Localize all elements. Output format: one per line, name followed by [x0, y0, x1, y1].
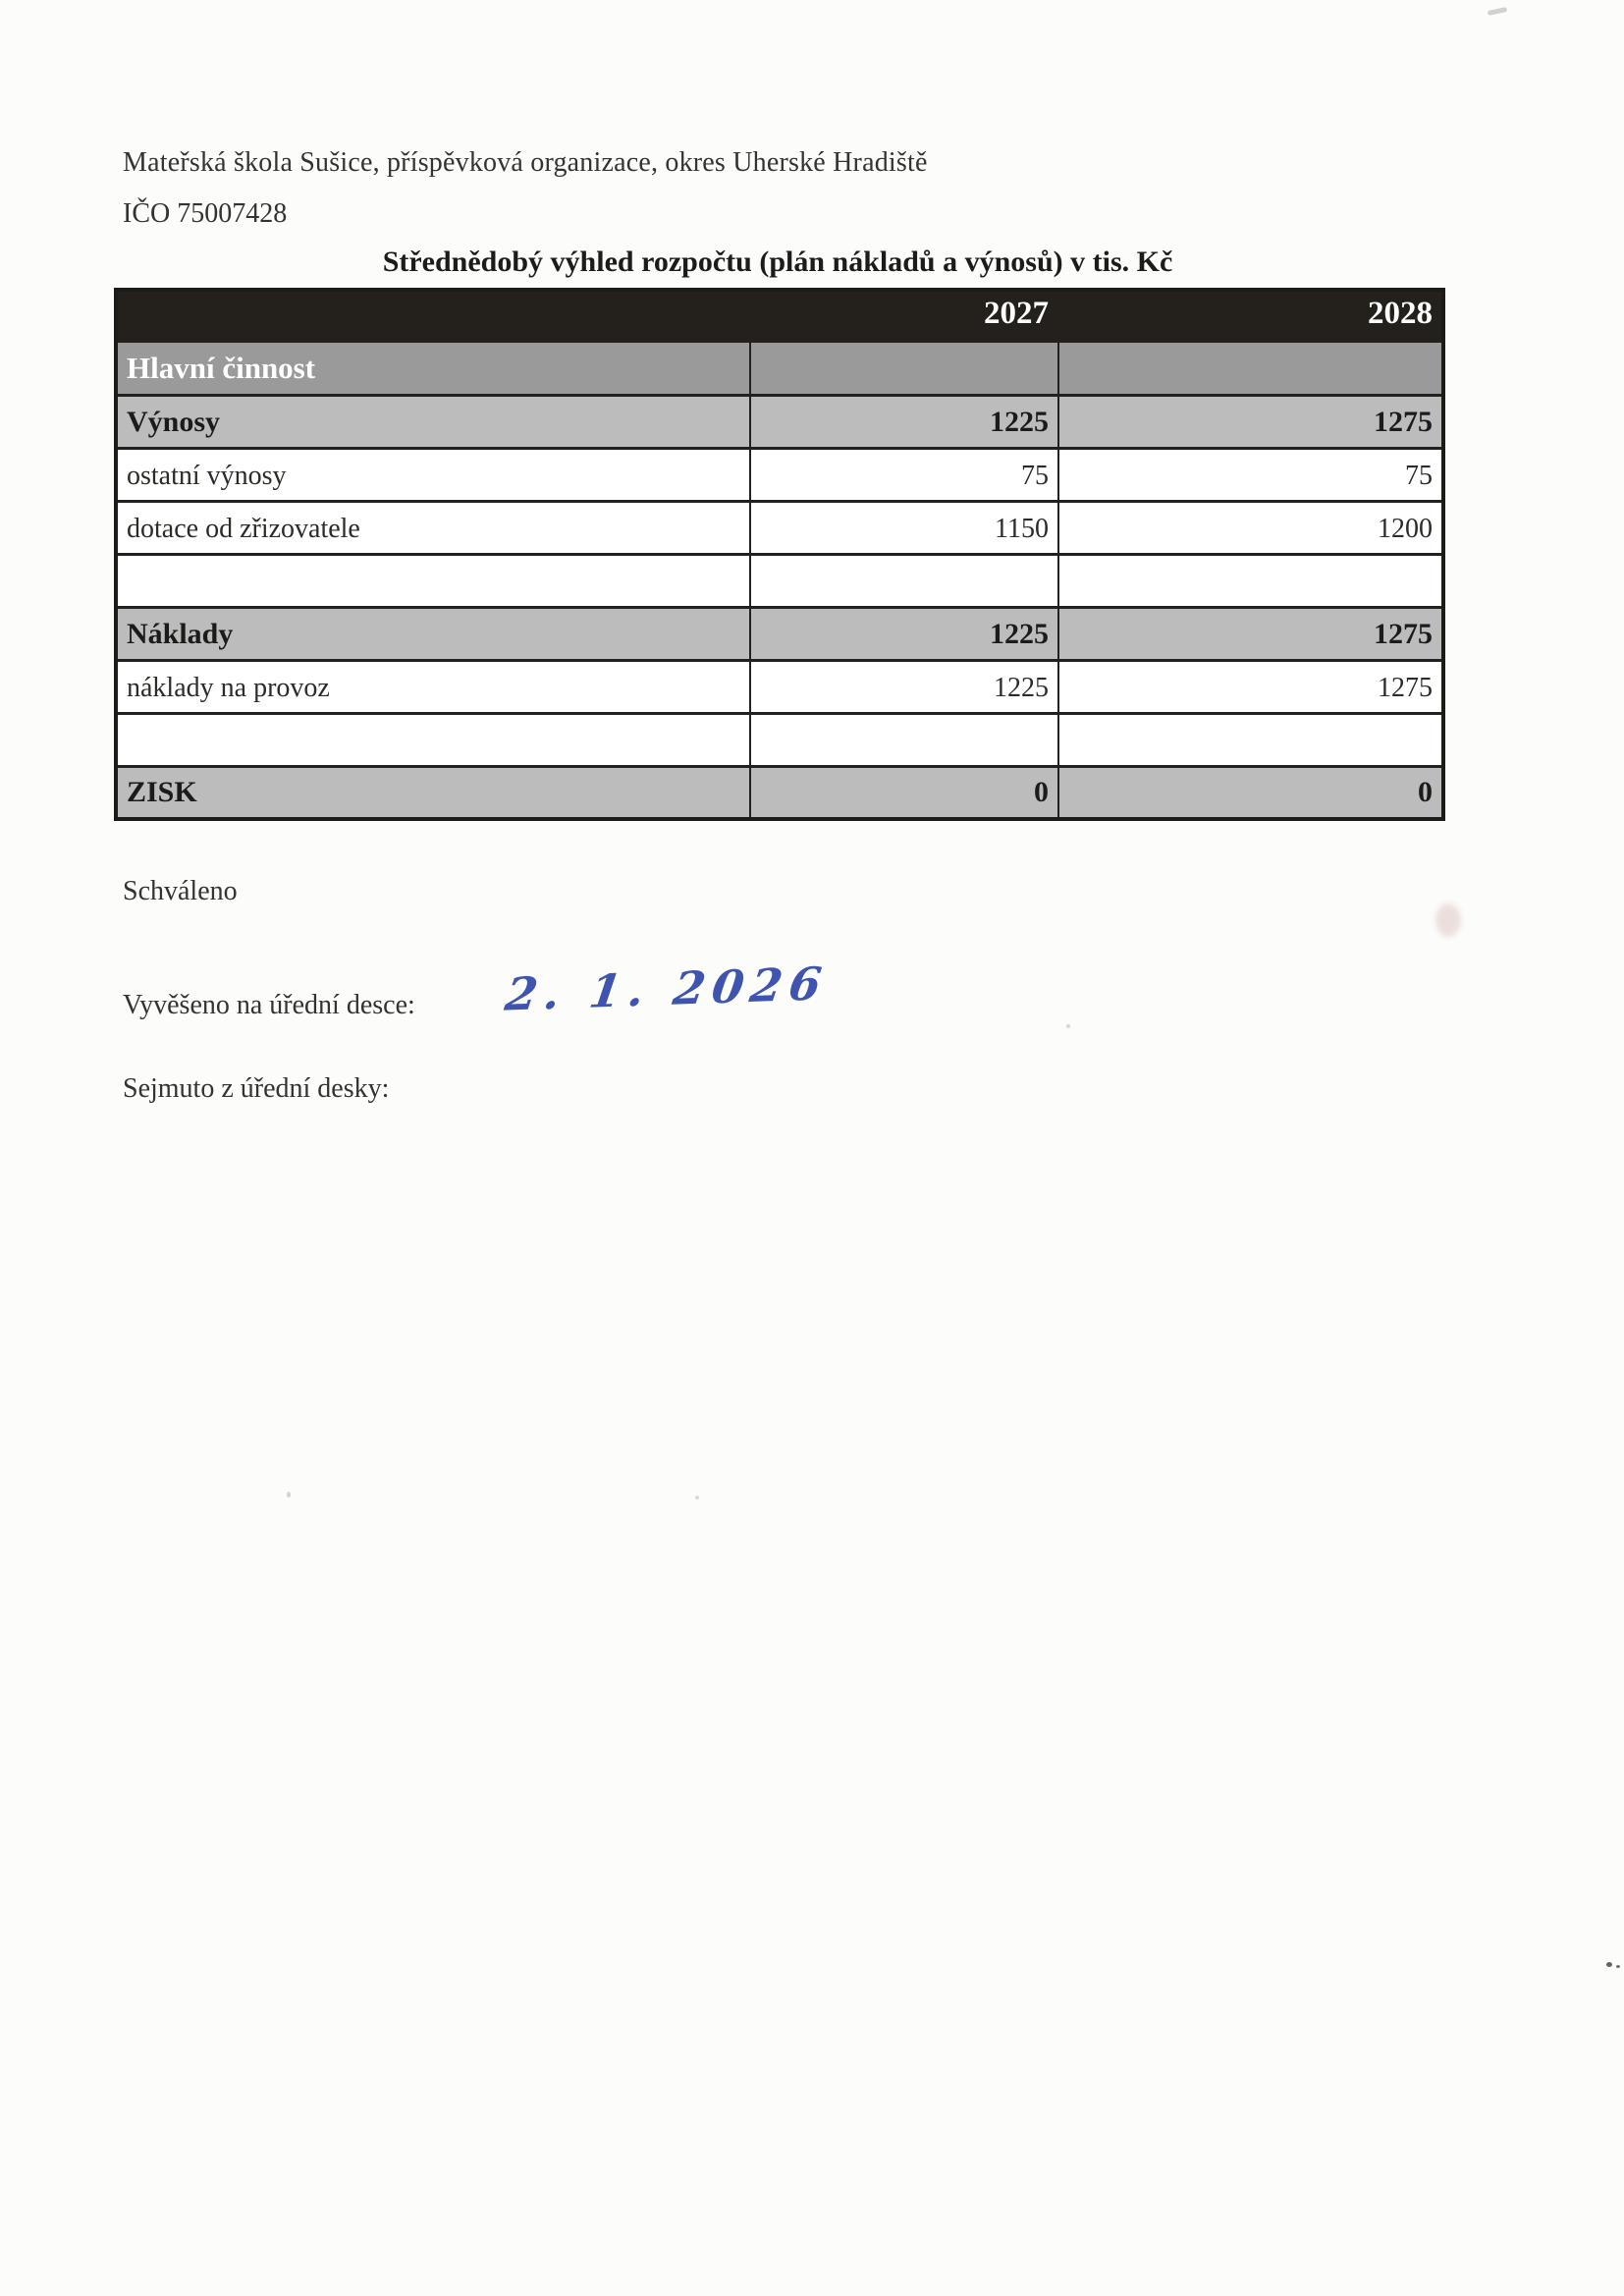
- scan-artifact: [1435, 903, 1461, 937]
- row-label: dotace od zřizovatele: [115, 499, 751, 556]
- ico-number: IČO 75007428: [123, 198, 288, 229]
- value-2027: [749, 339, 1059, 397]
- value-2027: [749, 711, 1059, 768]
- value-2027: 75: [749, 446, 1059, 503]
- value-2027: 1150: [749, 499, 1059, 556]
- table-row-spacer: [115, 552, 1444, 609]
- value-2028: 1275: [1057, 658, 1444, 715]
- table-row-spacer: [115, 711, 1444, 768]
- value-2028: [1057, 711, 1444, 768]
- scan-artifact: [1066, 1024, 1070, 1028]
- value-2027: 0: [749, 764, 1059, 821]
- row-label: Náklady: [115, 605, 751, 662]
- table-row-revenues: Výnosy 1225 1275: [115, 393, 1444, 450]
- budget-table: 2027 2028 Hlavní činnost Výnosy 1225 127…: [114, 288, 1445, 821]
- value-2028: 1200: [1057, 499, 1444, 556]
- value-2028: 0: [1057, 764, 1444, 821]
- value-2028: 75: [1057, 446, 1444, 503]
- year-2028-header: 2028: [1057, 288, 1444, 343]
- table-row-founder-subsidy: dotace od zřizovatele 1150 1200: [115, 499, 1444, 556]
- row-label: [115, 552, 751, 609]
- table-header-row: 2027 2028: [115, 288, 1444, 343]
- value-2028: 1275: [1057, 393, 1444, 450]
- value-2027: 1225: [749, 658, 1059, 715]
- page-title: Střednědobý výhled rozpočtu (plán náklad…: [382, 246, 1173, 278]
- row-label: [115, 711, 751, 768]
- handwritten-posted-date: 2. 1. 2026: [502, 957, 832, 1021]
- table-row-costs: Náklady 1225 1275: [115, 605, 1444, 662]
- value-2028: 1275: [1057, 605, 1444, 662]
- value-2027: [749, 552, 1059, 609]
- row-label: náklady na provoz: [115, 658, 751, 715]
- scan-artifact: [695, 1496, 699, 1500]
- table-row-other-revenues: ostatní výnosy 75 75: [115, 446, 1444, 503]
- row-label: Výnosy: [115, 393, 751, 450]
- year-2027-header: 2027: [749, 288, 1059, 343]
- row-label: ZISK: [115, 764, 751, 821]
- scan-artifact: [1606, 1962, 1612, 1967]
- removed-date-label: Sejmuto z úřední desky:: [123, 1073, 390, 1104]
- posted-date-label: Vyvěšeno na úřední desce:: [123, 990, 415, 1020]
- value-2028: [1057, 339, 1444, 397]
- header-empty-cell: [115, 288, 751, 343]
- value-2028: [1057, 552, 1444, 609]
- scan-artifact: [287, 1492, 291, 1498]
- table-row-main-activity: Hlavní činnost: [115, 339, 1444, 397]
- table-row-profit: ZISK 0 0: [115, 764, 1444, 821]
- table-row-operating-costs: náklady na provoz 1225 1275: [115, 658, 1444, 715]
- scan-artifact: [1487, 6, 1508, 17]
- organization-name: Mateřská škola Sušice, příspěvková organ…: [123, 147, 928, 178]
- value-2027: 1225: [749, 605, 1059, 662]
- value-2027: 1225: [749, 393, 1059, 450]
- row-label: Hlavní činnost: [115, 339, 751, 397]
- approved-note: Schváleno: [123, 876, 238, 906]
- row-label: ostatní výnosy: [115, 446, 751, 503]
